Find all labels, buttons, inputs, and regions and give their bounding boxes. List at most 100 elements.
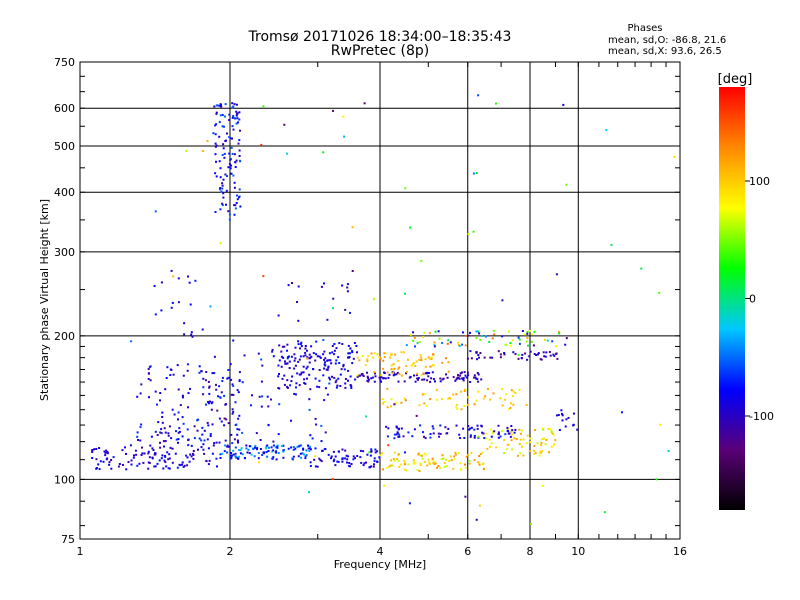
- echo-point: [458, 345, 461, 347]
- echo-point: [286, 357, 289, 360]
- echo-point: [526, 340, 528, 343]
- echo-point: [231, 116, 234, 119]
- echo-point: [367, 376, 369, 379]
- echo-point: [239, 452, 242, 455]
- echo-point: [141, 452, 144, 455]
- echo-point: [497, 424, 500, 427]
- echo-point: [460, 408, 463, 411]
- echo-point: [314, 359, 317, 362]
- echo-point: [212, 444, 215, 447]
- echo-point: [163, 427, 166, 430]
- echo-point: [393, 403, 396, 406]
- echo-point: [386, 387, 389, 390]
- echo-point: [351, 362, 354, 365]
- echo-point: [465, 455, 468, 458]
- echo-point: [178, 430, 181, 433]
- echo-point: [489, 428, 492, 431]
- echo-point: [366, 358, 369, 361]
- echo-point: [141, 446, 143, 449]
- echo-point: [558, 429, 561, 431]
- echo-point: [323, 282, 325, 285]
- echo-point: [492, 392, 495, 395]
- echo-point: [518, 443, 521, 446]
- echo-point: [161, 411, 164, 414]
- echo-point: [551, 432, 554, 435]
- echo-point: [424, 453, 427, 456]
- echo-point: [244, 457, 246, 460]
- echo-point: [374, 451, 377, 454]
- echo-point: [125, 468, 128, 471]
- echo-point: [217, 395, 220, 398]
- echo-point: [416, 377, 419, 380]
- echo-point: [378, 356, 381, 359]
- echo-point: [245, 444, 248, 447]
- echo-point: [469, 381, 472, 383]
- echo-point: [346, 458, 349, 461]
- echo-point: [221, 187, 224, 190]
- stats-o-mode: mean, sd,O: -86.8, 21.6: [608, 35, 726, 46]
- echo-point: [535, 354, 538, 356]
- echo-point: [143, 452, 146, 455]
- echo-point: [475, 337, 478, 340]
- echo-point: [206, 140, 209, 143]
- echo-point: [303, 378, 306, 381]
- echo-point: [234, 166, 237, 168]
- echo-point: [433, 463, 436, 466]
- echo-point: [294, 364, 297, 367]
- echo-point: [300, 371, 303, 374]
- echo-point: [238, 159, 241, 162]
- echo-point: [386, 371, 389, 374]
- echo-point: [243, 354, 246, 357]
- echo-point: [380, 376, 383, 379]
- echo-point: [221, 380, 224, 382]
- echo-point: [110, 467, 113, 470]
- echo-point: [190, 455, 193, 458]
- echo-point: [356, 375, 359, 378]
- echo-point: [221, 114, 224, 116]
- echo-point: [347, 379, 349, 382]
- echo-point: [105, 449, 108, 452]
- echo-point: [485, 432, 488, 435]
- echo-point: [177, 431, 180, 434]
- echo-point: [314, 455, 317, 458]
- echo-point: [534, 429, 536, 431]
- echo-point: [207, 424, 210, 427]
- echo-point: [352, 357, 355, 360]
- echo-point: [558, 331, 561, 334]
- echo-point: [421, 457, 424, 460]
- echo-point: [232, 105, 235, 108]
- echo-point: [291, 282, 293, 284]
- echo-point: [343, 135, 346, 138]
- echo-point: [221, 376, 224, 379]
- echo-point: [161, 421, 164, 424]
- echo-point: [235, 103, 238, 106]
- echo-point: [455, 378, 458, 381]
- echo-point: [460, 390, 463, 393]
- echo-point: [410, 364, 413, 367]
- echo-point: [450, 459, 453, 462]
- echo-point: [428, 372, 431, 374]
- echo-point: [293, 359, 296, 362]
- echo-point: [213, 105, 216, 108]
- echo-point: [150, 435, 153, 438]
- echo-point: [414, 345, 416, 348]
- echo-point: [200, 446, 203, 449]
- echo-point: [258, 395, 261, 398]
- echo-point: [518, 338, 521, 341]
- echo-point: [117, 465, 120, 468]
- echo-point: [254, 445, 257, 448]
- echo-point: [219, 167, 222, 170]
- echo-point: [415, 374, 418, 377]
- echo-point: [457, 374, 459, 377]
- echo-point: [475, 330, 478, 333]
- echo-point: [536, 442, 539, 445]
- echo-point: [233, 438, 236, 441]
- echo-point: [226, 175, 228, 178]
- echo-point: [226, 377, 229, 380]
- echo-point: [464, 495, 467, 498]
- echo-point: [490, 435, 493, 438]
- echo-point: [157, 421, 160, 424]
- echo-point: [455, 393, 458, 396]
- echo-point: [154, 313, 157, 316]
